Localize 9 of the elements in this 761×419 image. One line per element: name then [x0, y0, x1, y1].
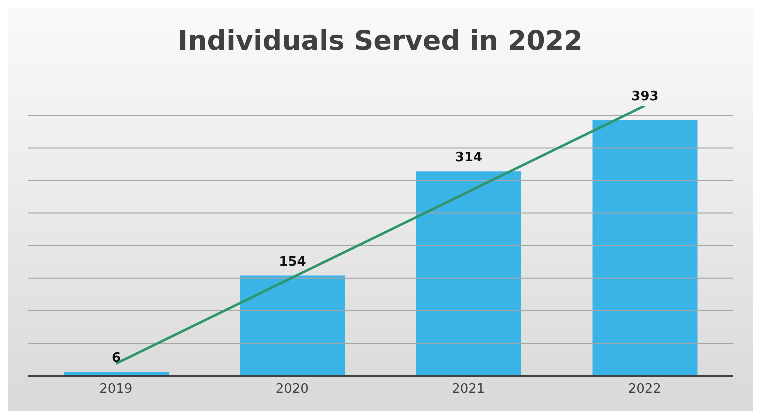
x-tick-label: 2021 — [452, 382, 486, 398]
x-tick-label: 2022 — [628, 382, 662, 398]
x-tick-label: 2019 — [100, 382, 133, 398]
data-label: 6 — [112, 351, 122, 366]
data-label: 314 — [455, 150, 483, 166]
x-tick-label: 2020 — [276, 382, 309, 398]
data-label: 154 — [279, 254, 306, 270]
data-label: 393 — [632, 89, 659, 104]
chart-title: Individuals Served in 2022 — [177, 25, 584, 59]
